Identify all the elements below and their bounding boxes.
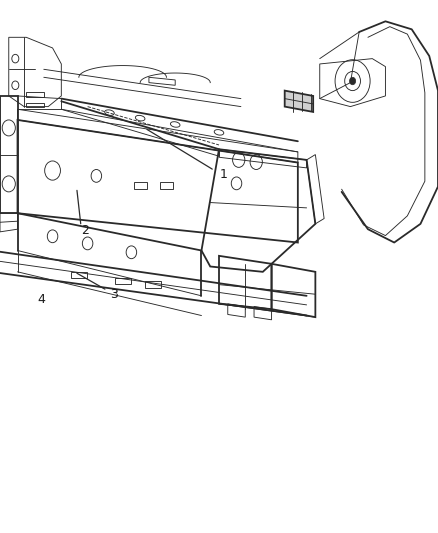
Circle shape — [350, 77, 356, 85]
Bar — [145, 281, 161, 288]
Text: 4: 4 — [38, 293, 46, 306]
Bar — [160, 182, 173, 189]
Bar — [26, 103, 44, 107]
Polygon shape — [285, 91, 313, 112]
Bar — [115, 278, 131, 284]
Bar — [71, 272, 87, 278]
Text: 2: 2 — [81, 224, 89, 237]
Bar — [26, 92, 44, 97]
Text: 1: 1 — [219, 168, 227, 181]
Bar — [134, 182, 147, 189]
Text: 3: 3 — [110, 288, 118, 301]
